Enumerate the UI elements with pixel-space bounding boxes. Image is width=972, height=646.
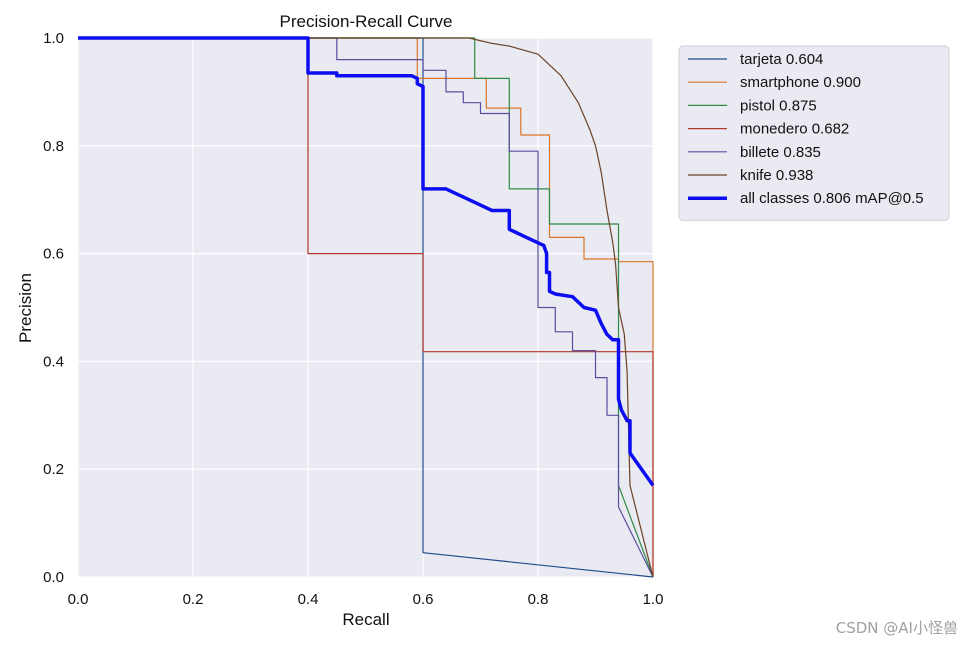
x-tick-label: 0.6	[413, 591, 434, 608]
x-tick-label: 0.2	[183, 591, 204, 608]
y-tick-label: 0.6	[43, 246, 64, 263]
curve-all-classes	[78, 36, 655, 487]
y-axis-label: Precision	[16, 273, 35, 343]
x-tick-label: 0.0	[68, 591, 89, 608]
curve-knife	[78, 37, 654, 578]
curve-billete	[78, 37, 654, 578]
x-tick-label: 1.0	[643, 591, 664, 608]
x-tick-label: 0.8	[528, 591, 549, 608]
legend-box	[678, 45, 950, 221]
y-tick-label: 1.0	[43, 30, 64, 47]
plot-area	[78, 38, 653, 577]
legend-entry: smartphone 0.900	[740, 74, 861, 91]
y-tick-label: 0.4	[43, 353, 64, 370]
y-tick-label: 0.2	[43, 461, 64, 478]
x-axis-label: Recall	[342, 610, 389, 629]
chart-title: Precision-Recall Curve	[280, 12, 453, 31]
y-tick-label: 0.8	[43, 138, 64, 155]
legend: tarjeta 0.604 smartphone 0.900 pistol 0.87…	[678, 45, 950, 221]
legend-entry: billete 0.835	[740, 144, 821, 161]
legend-entry: all classes 0.806 mAP@0.5	[740, 190, 924, 207]
y-tick-label: 0.0	[43, 569, 64, 586]
legend-entry: tarjeta 0.604	[740, 51, 823, 68]
x-axis-ticks: 0.0 0.2 0.4 0.6 0.8 1.0	[68, 591, 664, 608]
curves	[78, 36, 655, 578]
legend-entry: monedero 0.682	[740, 121, 849, 138]
y-axis-ticks: 0.0 0.2 0.4 0.6 0.8 1.0	[43, 30, 64, 586]
watermark-text: CSDN @AI小怪兽	[835, 619, 958, 637]
legend-entry: knife 0.938	[740, 167, 813, 184]
legend-entry: pistol 0.875	[740, 97, 817, 114]
x-tick-label: 0.4	[298, 591, 319, 608]
